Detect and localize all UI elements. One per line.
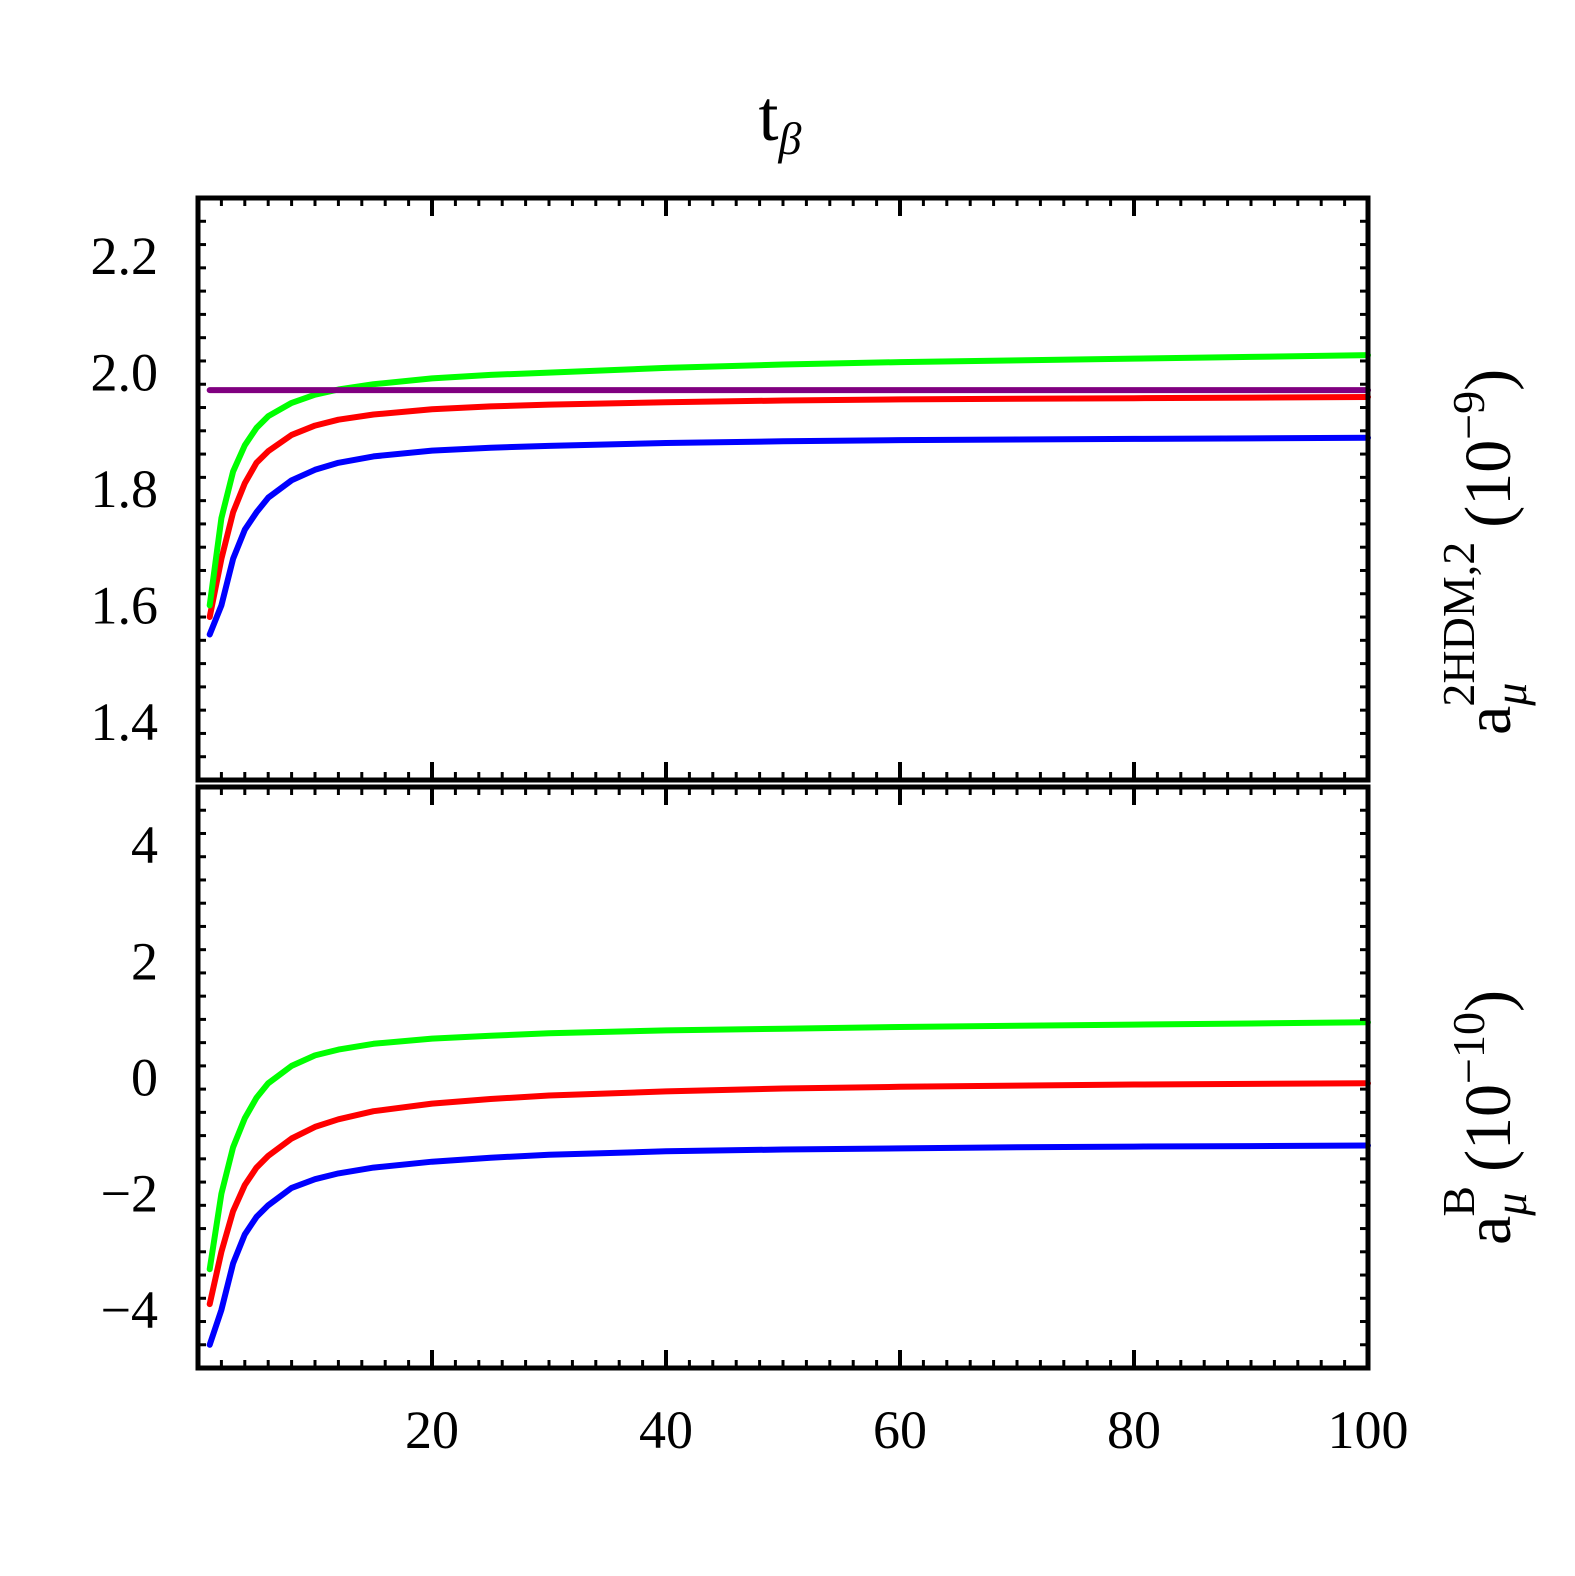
top-series-red bbox=[206, 394, 1371, 620]
bottom-ylabel-close: ) bbox=[1452, 990, 1525, 1012]
bottom-series-red bbox=[206, 1080, 1371, 1308]
top-curves bbox=[206, 352, 1371, 638]
top-ylabel-sub: μ bbox=[1485, 683, 1536, 707]
top-ylabel-close: ) bbox=[1452, 369, 1525, 391]
bottom-ytick-label: −4 bbox=[101, 1280, 158, 1340]
top-ytick-label: 2.2 bbox=[91, 226, 159, 286]
top-ytick-label: 1.6 bbox=[91, 575, 159, 635]
bottom-panel: −4 −2 0 2 4 20 40 60 80 100 bbox=[101, 784, 1409, 1460]
top-ylabel-unit: (10 bbox=[1452, 440, 1525, 528]
bottom-ylabel-exp: −10 bbox=[1443, 1012, 1494, 1084]
bottom-ylabel: aμB (10−10) bbox=[1433, 990, 1536, 1245]
bottom-xtick-label: 80 bbox=[1107, 1400, 1161, 1460]
chart-title: tβ bbox=[759, 76, 802, 164]
bottom-xtick-label: 60 bbox=[873, 1400, 927, 1460]
top-series-blue bbox=[206, 434, 1371, 638]
top-ytick-labels: 1.4 1.6 1.8 2.0 2.2 bbox=[91, 226, 159, 752]
top-ylabel-base: a bbox=[1452, 706, 1525, 735]
top-ylabel: aμ2HDM,2 (10−9) bbox=[1433, 369, 1536, 735]
top-ytick-label: 1.8 bbox=[91, 459, 159, 519]
top-ylabel-exp: −9 bbox=[1443, 391, 1494, 440]
chart-title-main: t bbox=[759, 76, 779, 156]
top-ticks bbox=[198, 198, 1368, 780]
bottom-ylabel-base: a bbox=[1452, 1216, 1525, 1245]
bottom-xtick-label: 20 bbox=[405, 1400, 459, 1460]
chart-title-sub: β bbox=[778, 113, 802, 164]
bottom-ylabel-sub: μ bbox=[1485, 1193, 1536, 1217]
bottom-ticks bbox=[198, 787, 1368, 1368]
bottom-panel-frame bbox=[195, 784, 1371, 1371]
top-ytick-label: 1.4 bbox=[91, 692, 159, 752]
top-ytick-label: 2.0 bbox=[91, 343, 159, 403]
top-ylabel-sup: 2HDM,2 bbox=[1433, 542, 1484, 707]
bottom-curves bbox=[206, 1019, 1371, 1348]
top-panel-frame bbox=[195, 195, 1371, 783]
top-series-green bbox=[206, 352, 1371, 609]
bottom-xtick-labels: 20 40 60 80 100 bbox=[405, 1400, 1409, 1460]
bottom-ytick-label: −2 bbox=[101, 1164, 158, 1224]
top-panel: 1.4 1.6 1.8 2.0 2.2 bbox=[91, 195, 1371, 783]
bottom-ytick-label: 2 bbox=[131, 931, 158, 991]
bottom-ytick-label: 4 bbox=[131, 815, 158, 875]
bottom-series-green bbox=[206, 1019, 1371, 1273]
bottom-ytick-label: 0 bbox=[131, 1048, 158, 1108]
bottom-ylabel-sup: B bbox=[1433, 1186, 1484, 1217]
bottom-xtick-label: 100 bbox=[1328, 1400, 1409, 1460]
bottom-ytick-labels: −4 −2 0 2 4 bbox=[101, 815, 158, 1340]
bottom-ylabel-unit: (10 bbox=[1452, 1084, 1525, 1172]
bottom-series-blue bbox=[206, 1142, 1371, 1348]
bottom-xtick-label: 40 bbox=[639, 1400, 693, 1460]
